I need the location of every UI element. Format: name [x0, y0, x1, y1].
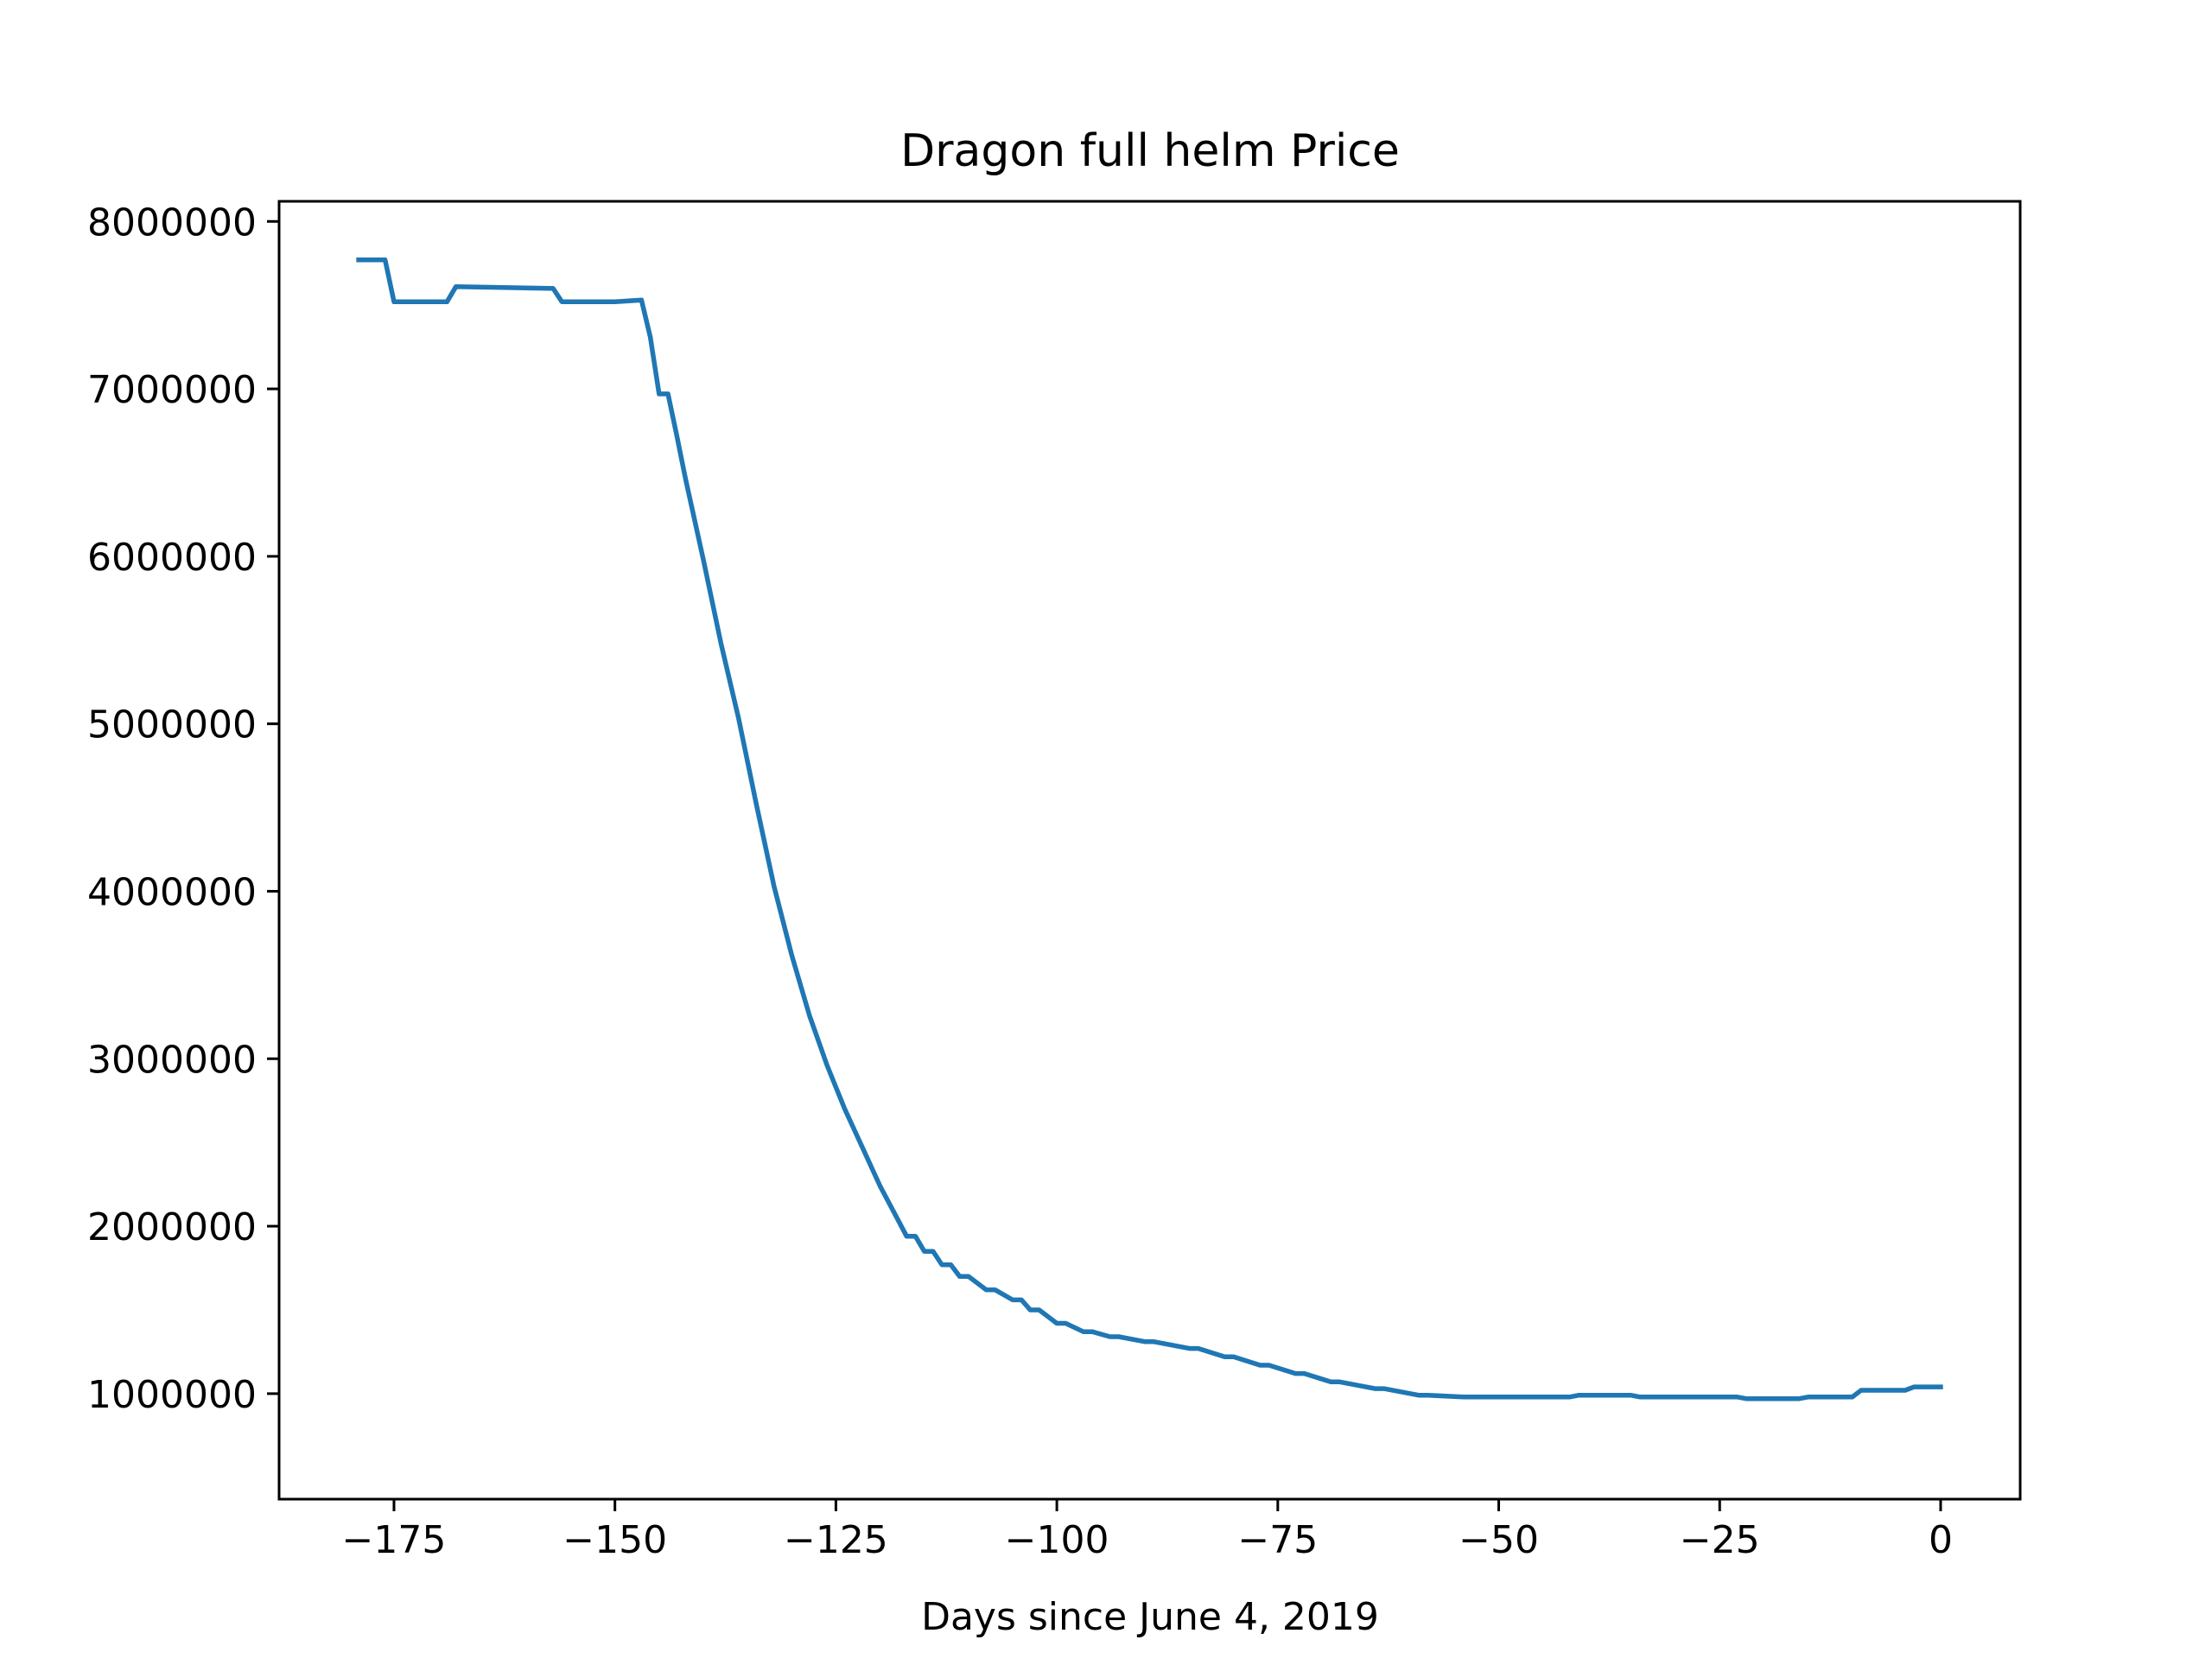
x-tick-label: −50 — [1459, 1518, 1539, 1562]
x-tick-label: −75 — [1237, 1518, 1318, 1562]
y-tick-label: 1000000 — [87, 1373, 257, 1417]
x-tick-label: −175 — [342, 1518, 447, 1562]
x-tick-label: −100 — [1005, 1518, 1109, 1562]
y-tick-label: 3000000 — [87, 1038, 257, 1082]
x-axis-label: Days since June 4, 2019 — [921, 1595, 1379, 1639]
x-tick-label: −150 — [563, 1518, 667, 1562]
y-tick-label: 5000000 — [87, 703, 257, 747]
y-tick-label: 7000000 — [87, 368, 257, 412]
x-tick-label: 0 — [1929, 1518, 1953, 1562]
chart-title: Dragon full helm Price — [900, 125, 1400, 177]
y-tick-label: 8000000 — [87, 200, 257, 245]
series-line-0 — [356, 257, 1943, 1402]
y-tick-label: 6000000 — [87, 536, 257, 580]
plot-frame — [277, 200, 2022, 1501]
y-tick-label: 2000000 — [87, 1205, 257, 1249]
x-tick-label: −25 — [1680, 1518, 1760, 1562]
plot-area: −175 −150 −125 −100 −75 −50 −25 0 1000000 2000000… — [87, 200, 2022, 1562]
y-tick-label: 4000000 — [87, 870, 257, 914]
x-tick-label: −125 — [784, 1518, 888, 1562]
